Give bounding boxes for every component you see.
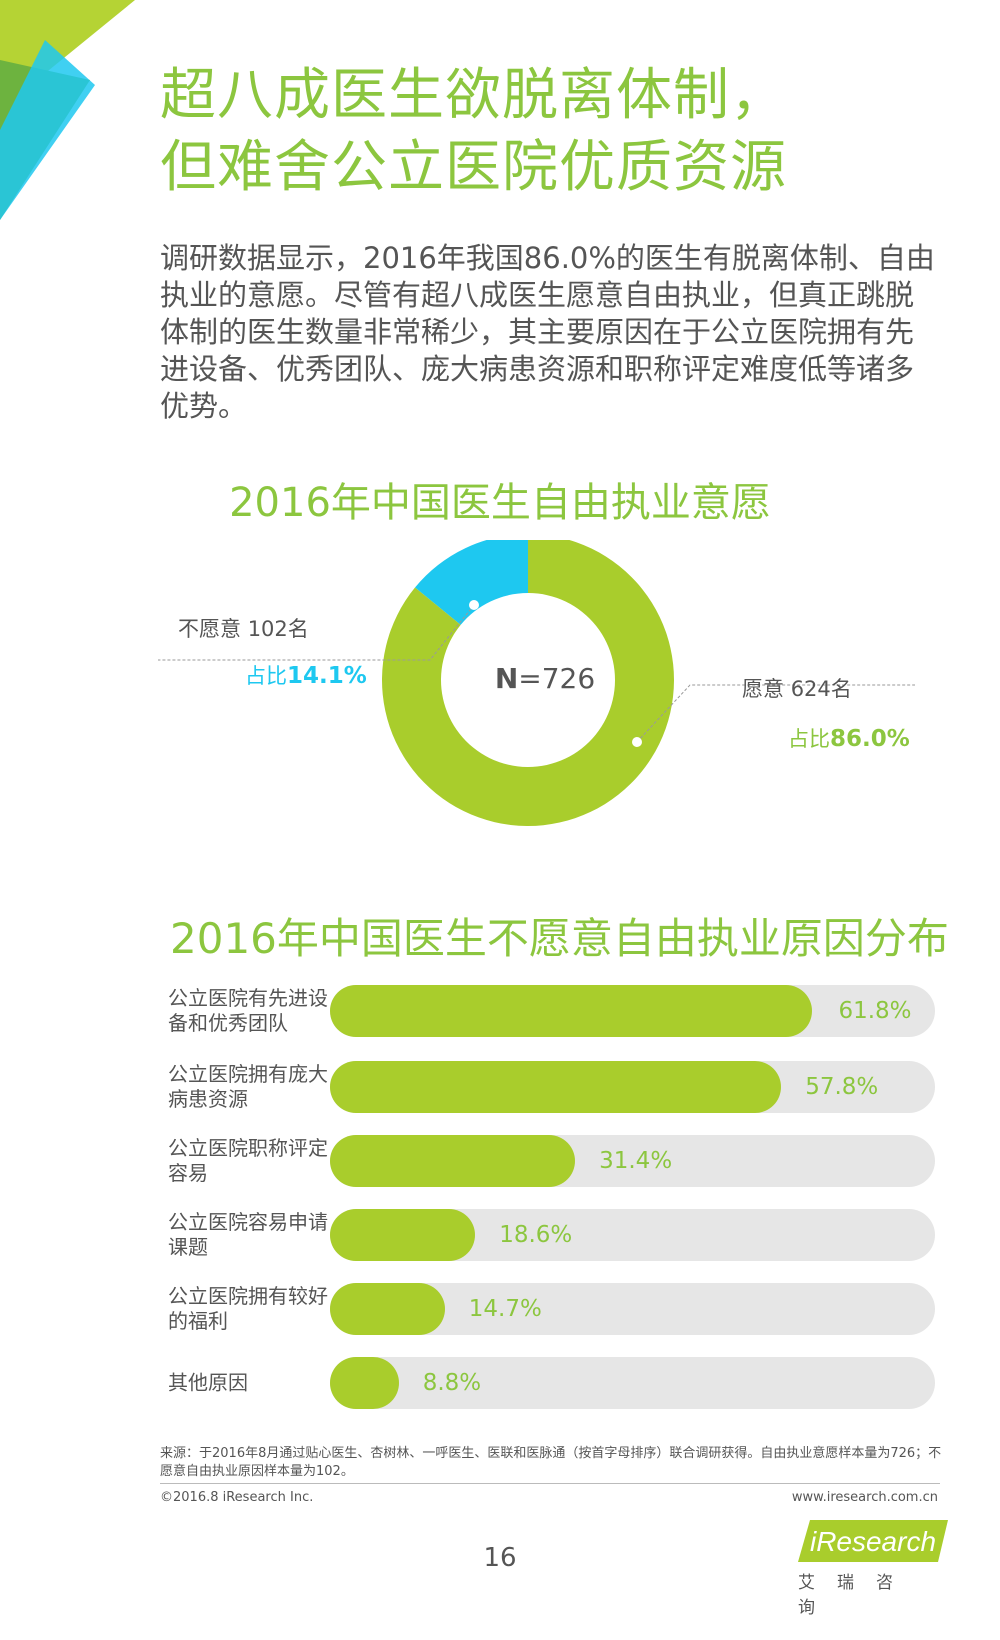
- slice-pct-unwilling-prefix: 占比: [245, 664, 287, 688]
- bar-track: 31.4%: [330, 1135, 935, 1187]
- bar-value-label: 57.8%: [805, 1074, 879, 1100]
- bar-track: 18.6%: [330, 1209, 935, 1261]
- slice-label-willing: 愿意 624名: [742, 673, 852, 703]
- marker-dot-willing: [632, 737, 642, 747]
- bar-row: 公立医院拥有庞大病患资源 57.8%: [0, 1061, 1000, 1113]
- intro-paragraph: 调研数据显示，2016年我国86.0%的医生有脱离体制、自由执业的意愿。尽管有超…: [160, 241, 935, 423]
- bar-category-label: 公立医院拥有庞大病患资源: [168, 1062, 328, 1111]
- donut-slice-willing: [382, 540, 674, 826]
- bar-category-label: 其他原因: [168, 1370, 248, 1395]
- slice-pct-willing-prefix: 占比: [788, 727, 830, 751]
- source-note: 来源：于2016年8月通过贴心医生、杏树林、一呼医生、医联和医脉通（按首字母排序…: [160, 1446, 942, 1479]
- donut-chart: N=726: [158, 540, 915, 826]
- bar-category-label: 公立医院职称评定容易: [168, 1136, 328, 1185]
- bar-value-label: 61.8%: [838, 998, 912, 1024]
- bar-chart-title: 2016年中国医生不愿意自由执业原因分布: [170, 914, 949, 963]
- bar-row: 公立医院有先进设备和优秀团队 61.8%: [0, 985, 1000, 1037]
- leader-line-unwilling: [158, 604, 475, 661]
- bar-track: 14.7%: [330, 1283, 935, 1335]
- bar-value-label: 31.4%: [599, 1148, 673, 1174]
- bar-chart: 公立医院有先进设备和优秀团队 61.8% 公立医院拥有庞大病患资源 57.8% 公立医院…: [0, 985, 1000, 1425]
- slice-pct-unwilling: 占比14.1%: [245, 660, 367, 690]
- bar-category-label: 公立医院容易申请课题: [168, 1210, 328, 1259]
- leader-line-willing: [636, 684, 915, 743]
- website-link[interactable]: www.iresearch.com.cn: [791, 1490, 938, 1505]
- slice-label-willing-count: 624名: [790, 677, 852, 701]
- center-label-rest: =726: [518, 662, 595, 695]
- bar-value-label: 18.6%: [499, 1222, 573, 1248]
- donut-center-label: N=726: [495, 662, 595, 695]
- page-title-line1: 超八成医生欲脱离体制，: [160, 63, 787, 128]
- slice-label-unwilling: 不愿意 102名: [178, 613, 309, 643]
- page-title-line2: 但难舍公立医院优质资源: [160, 135, 787, 200]
- bar-track: 8.8%: [330, 1357, 935, 1409]
- slice-pct-willing-value: 86.0%: [830, 726, 910, 752]
- copyright-text: ©2016.8 iResearch Inc.: [160, 1490, 314, 1505]
- slice-label-unwilling-count: 102名: [247, 617, 309, 641]
- marker-dot-unwilling: [469, 600, 479, 610]
- page-number: 16: [483, 1543, 517, 1573]
- slice-pct-unwilling-value: 14.1%: [287, 663, 367, 689]
- bar-row: 公立医院拥有较好的福利 14.7%: [0, 1283, 1000, 1335]
- bar-fill: [330, 1135, 576, 1187]
- bar-fill: [330, 1357, 399, 1409]
- donut-chart-title: 2016年中国医生自由执业意愿: [229, 480, 771, 526]
- iresearch-logo: iResearch: [798, 1520, 948, 1562]
- slice-pct-willing: 占比86.0%: [788, 723, 910, 753]
- bar-category-label: 公立医院拥有较好的福利: [168, 1284, 328, 1333]
- slice-label-unwilling-name: 不愿意: [178, 617, 241, 641]
- logo-subtitle: 艾瑞咨询: [798, 1573, 915, 1618]
- bar-row: 公立医院职称评定容易 31.4%: [0, 1135, 1000, 1187]
- donut-slice-unwilling: [415, 540, 528, 625]
- bar-fill: [330, 1283, 445, 1335]
- bar-track: 57.8%: [330, 1061, 935, 1113]
- corner-decoration: [0, 0, 135, 220]
- bar-category-label: 公立医院有先进设备和优秀团队: [168, 986, 328, 1035]
- bar-row: 其他原因 8.8%: [0, 1357, 1000, 1409]
- bar-row: 公立医院容易申请课题 18.6%: [0, 1209, 1000, 1261]
- footer-divider: [160, 1483, 940, 1484]
- bar-fill: [330, 985, 813, 1037]
- bar-fill: [330, 1061, 782, 1113]
- bar-track: 61.8%: [330, 985, 935, 1037]
- bar-value-label: 14.7%: [468, 1296, 542, 1322]
- page-title: 超八成医生欲脱离体制， 但难舍公立医院优质资源: [160, 60, 960, 204]
- center-label-bold: N: [495, 662, 518, 695]
- logo-text: iResearch: [810, 1526, 936, 1557]
- bar-value-label: 8.8%: [422, 1370, 482, 1396]
- slice-label-willing-name: 愿意: [742, 677, 784, 701]
- bar-fill: [330, 1209, 476, 1261]
